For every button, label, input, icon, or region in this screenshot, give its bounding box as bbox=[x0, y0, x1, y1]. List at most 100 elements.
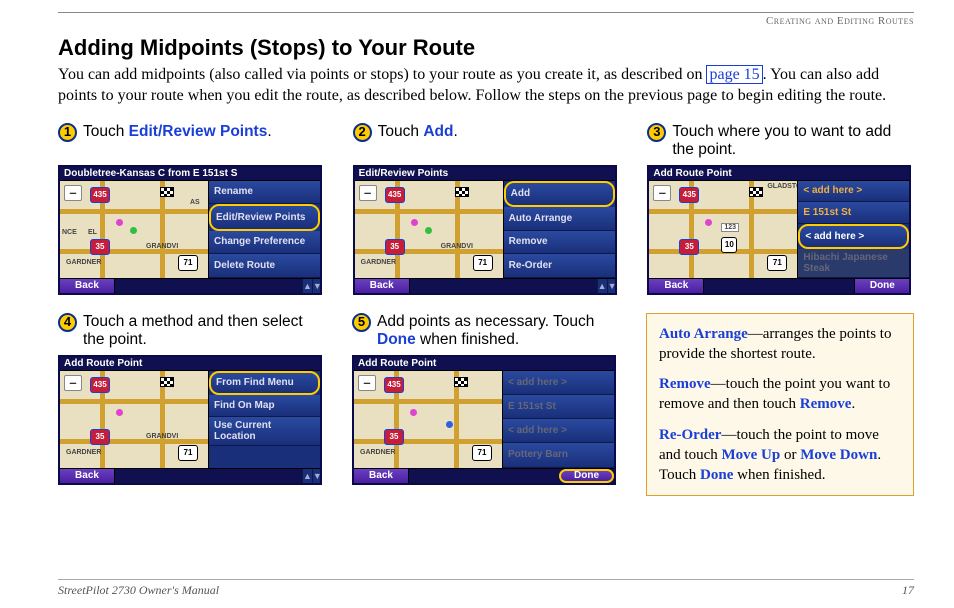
step-4: 4 Touch a method and then select the poi… bbox=[58, 313, 324, 485]
shield-i35: 35 bbox=[384, 429, 404, 445]
menu-add-here-2[interactable]: < add here > bbox=[503, 419, 614, 443]
device-4-body: – 435 35 71 GARDNER GRANDVI From Find Me… bbox=[60, 371, 320, 468]
back-button[interactable]: Back bbox=[649, 279, 704, 293]
menu-add-here-1[interactable]: < add here > bbox=[798, 181, 909, 203]
shield-10: 10 bbox=[721, 237, 737, 253]
pin-green bbox=[425, 227, 432, 234]
step-2-post: . bbox=[453, 123, 457, 140]
step-number-2: 2 bbox=[353, 123, 372, 142]
device-1: Doubletree-Kansas C from E 151st S – 435… bbox=[58, 165, 322, 295]
step-1-text: Touch Edit/Review Points. bbox=[83, 123, 325, 142]
menu-hibachi[interactable]: Hibachi Japanese Steak bbox=[798, 249, 909, 278]
city-label: GRANDVI bbox=[146, 243, 178, 250]
scroll-arrows[interactable]: ▲▼ bbox=[302, 279, 320, 293]
menu-change-pref[interactable]: Change Preference bbox=[209, 231, 320, 255]
device-2-map[interactable]: – 435 35 71 GARDNER GRANDVI bbox=[355, 181, 503, 278]
city-label: GRANDVI bbox=[146, 433, 178, 440]
menu-remove[interactable]: Remove bbox=[504, 231, 615, 255]
shield-us71: 71 bbox=[473, 255, 493, 271]
flag-icon bbox=[160, 187, 174, 197]
menu-delete-route[interactable]: Delete Route bbox=[209, 254, 320, 278]
back-button[interactable]: Back bbox=[355, 279, 410, 293]
step-2-head: 2 Touch Add. bbox=[353, 123, 620, 161]
step-number-4: 4 bbox=[58, 313, 77, 332]
menu-edit-review[interactable]: Edit/Review Points bbox=[209, 204, 320, 231]
menu-use-current[interactable]: Use Current Location bbox=[209, 417, 320, 446]
device-1-map[interactable]: – 435 35 71 NCE EL GARDNER GRANDVI AS bbox=[60, 181, 208, 278]
device-4-foot: Back ▲▼ bbox=[60, 468, 320, 483]
shield-us71: 71 bbox=[178, 445, 198, 461]
shield-i35: 35 bbox=[90, 239, 110, 255]
city-label: AS bbox=[190, 199, 200, 206]
menu-rename[interactable]: Rename bbox=[209, 181, 320, 205]
device-5-menu: < add here > E 151st St < add here > Pot… bbox=[502, 371, 614, 468]
device-3: Add Route Point – 435 35 71 GLADSTO 123 … bbox=[647, 165, 911, 295]
pin-magenta bbox=[410, 409, 417, 416]
zoom-out-icon[interactable]: – bbox=[358, 375, 376, 391]
menu-e151st[interactable]: E 151st St bbox=[503, 395, 614, 419]
info-term2: Remove bbox=[800, 396, 852, 412]
zoom-out-icon[interactable]: – bbox=[64, 375, 82, 391]
done-button[interactable]: Done bbox=[559, 469, 614, 483]
footer-page: 17 bbox=[902, 583, 914, 598]
device-5-foot: Back Done bbox=[354, 468, 614, 483]
device-3-map[interactable]: – 435 35 71 GLADSTO 123 10 bbox=[649, 181, 797, 278]
city-label: EL bbox=[88, 229, 97, 236]
device-4-menu: From Find Menu Find On Map Use Current L… bbox=[208, 371, 320, 468]
device-4-map[interactable]: – 435 35 71 GARDNER GRANDVI bbox=[60, 371, 208, 468]
done-button[interactable]: Done bbox=[854, 279, 909, 293]
device-1-menu: Rename Edit/Review Points Change Prefere… bbox=[208, 181, 320, 278]
menu-find-on-map[interactable]: Find On Map bbox=[209, 395, 320, 417]
menu-add[interactable]: Add bbox=[504, 181, 615, 208]
back-button[interactable]: Back bbox=[354, 469, 409, 483]
info-done: Done bbox=[700, 467, 733, 483]
device-5-body: – 435 35 71 GARDNER < add here > E 151st… bbox=[354, 371, 614, 468]
shield-us71: 71 bbox=[178, 255, 198, 271]
info-term: Auto Arrange bbox=[659, 326, 748, 342]
pin-magenta bbox=[116, 409, 123, 416]
device-1-title: Doubletree-Kansas C from E 151st S bbox=[60, 167, 320, 181]
step-5-bold: Done bbox=[377, 331, 416, 348]
flag-icon bbox=[749, 187, 763, 197]
menu-add-here-2[interactable]: < add here > bbox=[798, 224, 909, 249]
zoom-out-icon[interactable]: – bbox=[64, 185, 82, 201]
step-4-text: Touch a method and then select the point… bbox=[83, 313, 324, 350]
city-label: 123 bbox=[721, 223, 739, 232]
flag-icon bbox=[160, 377, 174, 387]
menu-auto-arrange[interactable]: Auto Arrange bbox=[504, 207, 615, 231]
device-4: Add Route Point – 435 35 71 GARDNER GRAN… bbox=[58, 355, 322, 485]
menu-reorder[interactable]: Re-Order bbox=[504, 254, 615, 278]
device-3-foot: Back Done bbox=[649, 278, 909, 293]
back-button[interactable]: Back bbox=[60, 279, 115, 293]
info-remove: Remove—touch the point you want to remov… bbox=[659, 374, 901, 415]
intro-text: You can add midpoints (also called via p… bbox=[58, 65, 914, 107]
device-3-body: – 435 35 71 GLADSTO 123 10 < add here > … bbox=[649, 181, 909, 278]
menu-from-find[interactable]: From Find Menu bbox=[209, 371, 320, 396]
device-2-foot: Back ▲▼ bbox=[355, 278, 615, 293]
page-footer: StreetPilot 2730 Owner's Manual 17 bbox=[58, 579, 914, 598]
menu-e151st[interactable]: E 151st St bbox=[798, 202, 909, 224]
device-2: Edit/Review Points – 435 35 71 GARDNER G… bbox=[353, 165, 617, 295]
step-1-head: 1 Touch Edit/Review Points. bbox=[58, 123, 325, 161]
shield-i435: 435 bbox=[90, 187, 110, 203]
back-button[interactable]: Back bbox=[60, 469, 115, 483]
device-1-body: – 435 35 71 NCE EL GARDNER GRANDVI AS Re… bbox=[60, 181, 320, 278]
device-5-map[interactable]: – 435 35 71 GARDNER bbox=[354, 371, 502, 468]
step-5-pre: Add points as necessary. Touch bbox=[377, 313, 594, 330]
flag-icon bbox=[454, 377, 468, 387]
city-label: NCE bbox=[62, 229, 77, 236]
zoom-out-icon[interactable]: – bbox=[359, 185, 377, 201]
menu-pottery[interactable]: Pottery Barn bbox=[503, 443, 614, 467]
page-link[interactable]: page 15 bbox=[706, 65, 762, 84]
scroll-arrows[interactable]: ▲▼ bbox=[597, 279, 615, 293]
menu-add-here-1[interactable]: < add here > bbox=[503, 371, 614, 395]
zoom-out-icon[interactable]: – bbox=[653, 185, 671, 201]
info-box: Auto Arrange—arranges the points to prov… bbox=[646, 313, 914, 497]
step-5: 5 Add points as necessary. Touch Done wh… bbox=[352, 313, 618, 485]
info-term: Re-Order bbox=[659, 427, 721, 443]
pin-green bbox=[130, 227, 137, 234]
step-3: 3 Touch where you to want to add the poi… bbox=[647, 123, 914, 295]
scroll-arrows[interactable]: ▲▼ bbox=[302, 469, 320, 483]
info-term: Remove bbox=[659, 376, 711, 392]
device-3-title: Add Route Point bbox=[649, 167, 909, 181]
